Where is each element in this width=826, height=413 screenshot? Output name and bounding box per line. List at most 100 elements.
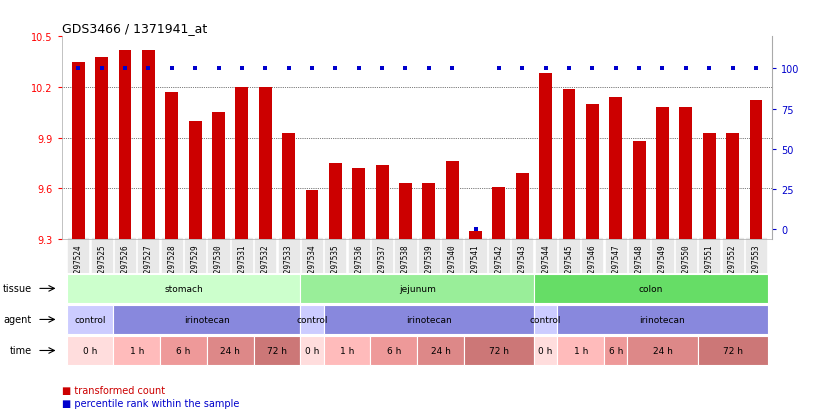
Text: stomach: stomach	[164, 284, 203, 293]
Bar	[469, 231, 482, 240]
Text: tissue: tissue	[3, 284, 32, 294]
Point	[656, 66, 669, 73]
Text: 72 h: 72 h	[489, 346, 509, 355]
Bar	[259, 88, 272, 240]
Bar	[422, 184, 435, 240]
Bar	[188, 121, 202, 240]
Text: control: control	[74, 315, 106, 324]
Bar	[72, 62, 85, 240]
Bar	[113, 305, 301, 334]
Bar	[628, 336, 697, 365]
Point	[352, 66, 365, 73]
Point	[563, 66, 576, 73]
Bar	[749, 101, 762, 240]
Text: colon: colon	[638, 284, 663, 293]
Point	[72, 66, 85, 73]
Point	[469, 227, 482, 233]
Text: irinotecan: irinotecan	[639, 315, 686, 324]
Bar	[95, 57, 108, 240]
Text: 0 h: 0 h	[539, 346, 553, 355]
Point	[165, 66, 178, 73]
Text: 1 h: 1 h	[573, 346, 588, 355]
Bar	[301, 305, 324, 334]
Point	[399, 66, 412, 73]
Bar	[558, 305, 767, 334]
Text: ■ percentile rank within the sample: ■ percentile rank within the sample	[62, 398, 240, 408]
Bar	[534, 305, 558, 334]
Bar	[67, 305, 113, 334]
Bar	[165, 93, 178, 240]
Bar	[563, 90, 576, 240]
Point	[376, 66, 389, 73]
Point	[539, 66, 553, 73]
Text: 6 h: 6 h	[387, 346, 401, 355]
Text: irinotecan: irinotecan	[184, 315, 230, 324]
Point	[95, 66, 108, 73]
Bar	[534, 336, 558, 365]
Bar	[324, 336, 370, 365]
Point	[703, 66, 716, 73]
Bar	[212, 113, 225, 240]
Text: GDS3466 / 1371941_at: GDS3466 / 1371941_at	[62, 21, 207, 35]
Point	[749, 66, 762, 73]
Point	[445, 66, 458, 73]
Bar	[633, 142, 646, 240]
Bar	[160, 336, 206, 365]
Point	[609, 66, 622, 73]
Bar	[142, 51, 154, 240]
Point	[142, 66, 155, 73]
Bar	[534, 274, 767, 303]
Point	[259, 66, 272, 73]
Point	[306, 66, 319, 73]
Bar	[235, 88, 249, 240]
Text: 24 h: 24 h	[653, 346, 672, 355]
Bar	[656, 108, 669, 240]
Bar	[352, 169, 365, 240]
Text: 72 h: 72 h	[723, 346, 743, 355]
Bar	[306, 191, 318, 240]
Text: 24 h: 24 h	[221, 346, 240, 355]
Point	[282, 66, 295, 73]
Bar	[301, 336, 324, 365]
Text: control: control	[530, 315, 562, 324]
Bar	[324, 305, 534, 334]
Text: 6 h: 6 h	[176, 346, 191, 355]
Point	[422, 66, 435, 73]
Point	[235, 66, 249, 73]
Bar	[417, 336, 464, 365]
Point	[329, 66, 342, 73]
Bar	[446, 162, 458, 240]
Text: control: control	[297, 315, 328, 324]
Bar	[703, 133, 715, 240]
Point	[212, 66, 225, 73]
Point	[586, 66, 599, 73]
Text: 0 h: 0 h	[305, 346, 319, 355]
Bar	[206, 336, 254, 365]
Bar	[610, 98, 622, 240]
Point	[492, 66, 506, 73]
Bar	[492, 187, 506, 240]
Bar	[254, 336, 301, 365]
Bar	[370, 336, 417, 365]
Bar	[67, 336, 113, 365]
Point	[726, 66, 739, 73]
Bar	[586, 104, 599, 240]
Bar	[113, 336, 160, 365]
Bar	[726, 133, 739, 240]
Point	[188, 66, 202, 73]
Bar	[558, 336, 604, 365]
Bar	[604, 336, 628, 365]
Point	[515, 66, 529, 73]
Point	[118, 66, 131, 73]
Bar	[329, 164, 342, 240]
Text: 1 h: 1 h	[130, 346, 144, 355]
Bar	[539, 74, 552, 240]
Text: jejunum: jejunum	[399, 284, 435, 293]
Bar	[697, 336, 767, 365]
Text: 72 h: 72 h	[267, 346, 287, 355]
Text: agent: agent	[4, 315, 32, 325]
Bar	[119, 51, 131, 240]
Text: 24 h: 24 h	[430, 346, 450, 355]
Bar	[301, 274, 534, 303]
Bar	[67, 274, 301, 303]
